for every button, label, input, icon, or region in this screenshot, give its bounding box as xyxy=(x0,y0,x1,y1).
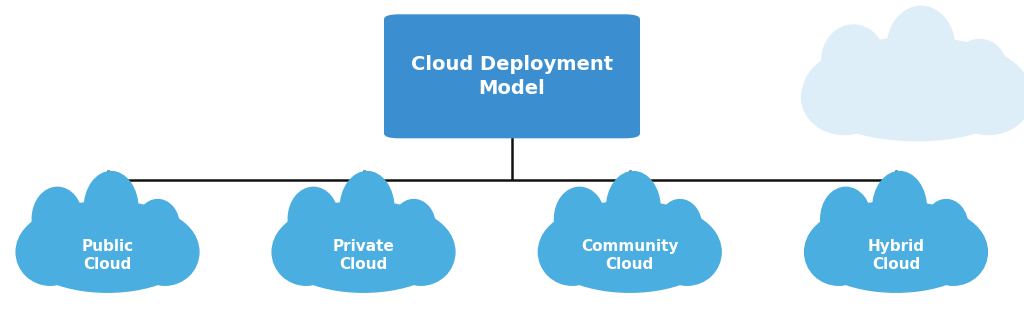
Ellipse shape xyxy=(606,172,660,245)
Ellipse shape xyxy=(387,219,455,285)
Ellipse shape xyxy=(32,187,82,250)
Ellipse shape xyxy=(131,219,199,285)
Ellipse shape xyxy=(807,201,985,292)
Ellipse shape xyxy=(273,201,453,292)
Ellipse shape xyxy=(16,219,84,285)
Ellipse shape xyxy=(658,200,701,252)
Ellipse shape xyxy=(136,200,179,252)
Ellipse shape xyxy=(946,60,1024,135)
Ellipse shape xyxy=(289,187,338,250)
Ellipse shape xyxy=(272,219,340,285)
Text: Hybrid
Cloud: Hybrid Cloud xyxy=(867,239,925,272)
Ellipse shape xyxy=(925,200,968,252)
Text: Community
Cloud: Community Cloud xyxy=(581,239,679,272)
Ellipse shape xyxy=(539,219,606,285)
Ellipse shape xyxy=(555,187,604,250)
FancyBboxPatch shape xyxy=(384,14,640,138)
Ellipse shape xyxy=(887,6,954,89)
Ellipse shape xyxy=(820,187,870,250)
Ellipse shape xyxy=(18,201,197,292)
Ellipse shape xyxy=(872,172,927,245)
Ellipse shape xyxy=(392,200,435,252)
Ellipse shape xyxy=(805,219,872,285)
Ellipse shape xyxy=(952,39,1007,97)
Ellipse shape xyxy=(340,172,394,245)
Ellipse shape xyxy=(920,219,987,285)
Ellipse shape xyxy=(541,201,719,292)
Ellipse shape xyxy=(802,60,887,135)
Ellipse shape xyxy=(822,25,885,95)
Ellipse shape xyxy=(804,37,1024,141)
Text: Private
Cloud: Private Cloud xyxy=(333,239,394,272)
Ellipse shape xyxy=(84,172,138,245)
Ellipse shape xyxy=(653,219,721,285)
Text: Public
Cloud: Public Cloud xyxy=(82,239,133,272)
Text: Cloud Deployment
Model: Cloud Deployment Model xyxy=(411,55,613,98)
